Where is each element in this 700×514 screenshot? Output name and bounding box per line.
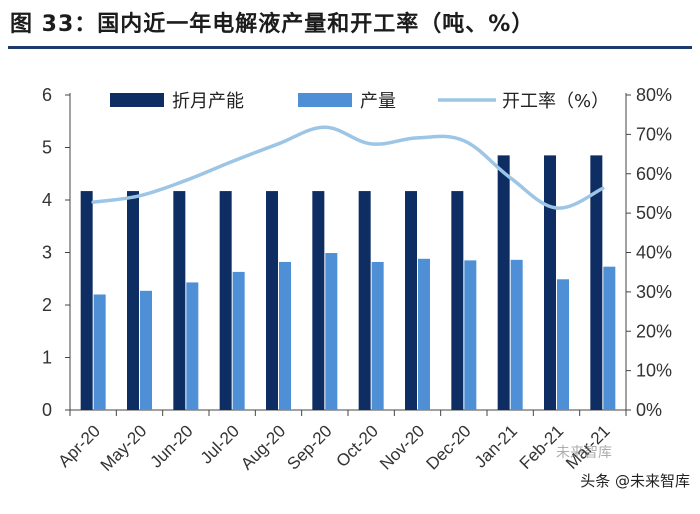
right-tick-label: 40%: [636, 243, 672, 263]
left-tick-label: 1: [42, 348, 52, 368]
left-tick-label: 6: [42, 85, 52, 105]
right-tick-label: 50%: [636, 203, 672, 223]
output-bar: [93, 294, 106, 410]
right-tick-label: 0%: [636, 400, 662, 420]
output-bar: [232, 271, 245, 410]
left-tick-label: 4: [42, 190, 52, 210]
capacity-bar: [127, 191, 139, 410]
capacity-bar: [405, 191, 417, 410]
x-tick-label: Jun-20: [146, 421, 196, 471]
capacity-bar: [219, 191, 232, 410]
output-bar: [186, 282, 199, 410]
x-tick-label: Nov-20: [376, 421, 428, 473]
x-tick-label: Jan-21: [471, 421, 521, 471]
output-bar: [418, 258, 430, 410]
output-bar: [371, 261, 384, 410]
legend-label-rate: 开工率（%）: [502, 91, 609, 112]
capacity-bar: [173, 191, 186, 410]
capacity-bar: [590, 155, 603, 410]
capacity-bar: [312, 191, 325, 410]
output-bar: [279, 261, 291, 410]
capacity-bar: [451, 191, 464, 410]
legend-label-capacity: 折月产能: [172, 91, 244, 112]
right-tick-label: 30%: [636, 282, 672, 302]
output-bar: [557, 279, 569, 410]
capacity-bar: [80, 191, 93, 410]
output-bar: [325, 253, 338, 410]
output-bar: [140, 290, 152, 410]
legend-swatch-capacity: [110, 93, 164, 107]
x-tick-label: Dec-20: [422, 421, 474, 473]
x-tick-label: Apr-20: [54, 421, 104, 471]
x-tick-label: Aug-20: [237, 421, 289, 473]
legend-label-output: 产量: [360, 91, 396, 112]
right-tick-label: 10%: [636, 361, 672, 381]
legend-swatch-output: [298, 93, 352, 107]
output-bar: [464, 260, 477, 410]
x-tick-label: Oct-20: [332, 421, 382, 471]
watermark-logo-text: 未来智库: [556, 445, 612, 461]
left-tick-label: 3: [42, 243, 52, 263]
x-tick-label: Jul-20: [197, 421, 243, 467]
x-tick-label: Sep-20: [283, 421, 335, 473]
watermark-text: 头条 @未来智库: [580, 472, 690, 490]
right-tick-label: 70%: [636, 124, 672, 144]
right-tick-label: 60%: [636, 164, 672, 184]
output-bar: [603, 266, 616, 410]
utilization-rate-line: [91, 125, 605, 210]
chart-title: 图 33：国内近一年电解液产量和开工率（吨、%）: [10, 12, 535, 37]
left-tick-label: 5: [42, 138, 52, 158]
title-rule: [8, 46, 692, 49]
left-tick-label: 0: [42, 400, 52, 420]
capacity-bar: [497, 155, 510, 410]
x-tick-label: May-20: [97, 421, 151, 475]
capacity-bar: [266, 191, 278, 410]
output-bar: [510, 259, 523, 410]
capacity-bar: [544, 155, 556, 410]
right-tick-label: 20%: [636, 321, 672, 341]
left-tick-label: 2: [42, 295, 52, 315]
right-tick-label: 80%: [636, 85, 672, 105]
capacity-bar: [358, 191, 371, 410]
